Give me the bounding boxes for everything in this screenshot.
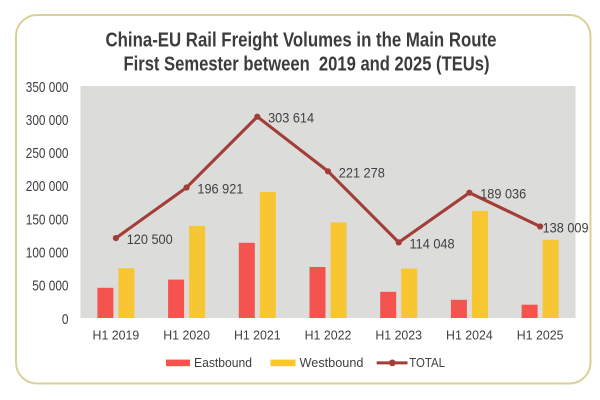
svg-text:303 614: 303 614 xyxy=(268,111,314,127)
svg-text:H1 2019: H1 2019 xyxy=(93,328,140,343)
svg-text:189 036: 189 036 xyxy=(480,187,526,203)
svg-text:China-EU Rail Freight Volumes: China-EU Rail Freight Volumes in the Mai… xyxy=(106,29,497,52)
svg-text:First Semester between 2019 a: First Semester between 2019 and 2025 (TE… xyxy=(124,53,490,76)
svg-text:Westbound: Westbound xyxy=(300,355,364,370)
svg-text:H1 2025: H1 2025 xyxy=(517,328,564,343)
svg-text:TOTAL: TOTAL xyxy=(409,355,445,370)
svg-text:50 000: 50 000 xyxy=(32,279,68,295)
svg-text:H1 2021: H1 2021 xyxy=(234,328,281,343)
svg-text:150 000: 150 000 xyxy=(26,212,69,228)
svg-text:120 500: 120 500 xyxy=(127,232,173,248)
svg-text:Eastbound: Eastbound xyxy=(194,355,252,370)
svg-text:0: 0 xyxy=(62,312,69,328)
svg-text:H1 2020: H1 2020 xyxy=(163,328,210,343)
svg-text:H1 2024: H1 2024 xyxy=(446,328,493,343)
svg-text:114 048: 114 048 xyxy=(410,236,455,252)
svg-text:350 000: 350 000 xyxy=(26,80,69,96)
svg-text:138 009: 138 009 xyxy=(543,221,589,237)
svg-text:300 000: 300 000 xyxy=(26,113,69,129)
svg-text:200 000: 200 000 xyxy=(26,179,69,195)
svg-text:H1 2022: H1 2022 xyxy=(305,328,352,343)
svg-text:H1 2023: H1 2023 xyxy=(375,328,422,343)
svg-text:221 278: 221 278 xyxy=(339,165,385,181)
svg-text:250 000: 250 000 xyxy=(26,146,69,162)
svg-text:100 000: 100 000 xyxy=(26,246,69,262)
svg-text:196 921: 196 921 xyxy=(197,182,243,198)
